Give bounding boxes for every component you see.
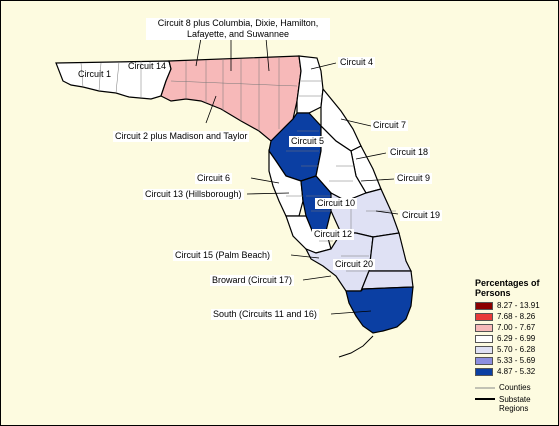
legend-swatch	[475, 301, 493, 310]
legend-substate-label: Substate Regions	[499, 395, 531, 413]
label-circuit-18: Circuit 18	[388, 147, 431, 158]
legend-swatch	[475, 323, 493, 332]
legend-class-label: 7.68 - 8.26	[497, 312, 536, 321]
label-circuit-13: Circuit 13 (Hillsborough)	[143, 189, 244, 200]
legend-class-label: 5.70 - 6.28	[497, 345, 536, 354]
label-circuit-14: Circuit 14	[128, 61, 167, 71]
label-circuit-17: Broward (Circuit 17)	[210, 275, 295, 286]
legend-swatch	[475, 356, 493, 365]
legend-class-label: 8.27 - 13.91	[497, 301, 540, 310]
legend-class-row: 6.29 - 6.99	[475, 333, 558, 344]
label-circuit-11-16: South (Circuits 11 and 16)	[211, 309, 319, 320]
label-circuit-5: Circuit 5	[289, 136, 327, 147]
label-circuit-6: Circuit 6	[195, 173, 233, 184]
legend-class-label: 5.33 - 5.69	[497, 356, 536, 365]
label-circuit-9: Circuit 9	[395, 173, 433, 184]
florida-keys	[338, 335, 374, 358]
legend-class-row: 8.27 - 13.91	[475, 300, 558, 311]
legend-class-label: 7.00 - 7.67	[497, 323, 536, 332]
legend-class-row: 7.00 - 7.67	[475, 322, 558, 333]
legend-swatch	[475, 312, 493, 321]
legend-counties: Counties	[475, 383, 558, 392]
map-legend: Percentages of Persons 8.27 - 13.91 7.68 …	[475, 278, 558, 413]
legend-class-row: 7.68 - 8.26	[475, 311, 558, 322]
label-circuit-19: Circuit 19	[400, 210, 443, 221]
legend-swatch	[475, 334, 493, 343]
legend-class-row: 5.33 - 5.69	[475, 355, 558, 366]
label-circuit-1: Circuit 1	[78, 69, 112, 79]
legend-class-row: 4.87 - 5.32	[475, 366, 558, 377]
legend-class-label: 4.87 - 5.32	[497, 367, 536, 376]
legend-swatch	[475, 345, 493, 354]
label-circuit-15: Circuit 15 (Palm Beach)	[173, 250, 273, 261]
legend-class-row: 5.70 - 6.28	[475, 344, 558, 355]
label-circuit-4: Circuit 4	[338, 57, 376, 68]
county-lines	[80, 57, 396, 272]
legend-class-label: 6.29 - 6.99	[497, 334, 536, 343]
region-circuit-11-16	[345, 286, 414, 334]
legend-title: Percentages of Persons	[475, 278, 540, 298]
label-circuit-20: Circuit 20	[333, 259, 376, 270]
legend-counties-label: Counties	[499, 383, 531, 392]
leader-lines	[195, 37, 399, 315]
label-circuit-7: Circuit 7	[371, 120, 409, 131]
label-circuit-2: Circuit 2 plus Madison and Taylor	[113, 131, 250, 142]
label-circuit-10: Circuit 10	[315, 198, 358, 209]
legend-swatch	[475, 367, 493, 376]
region-circuit-4	[296, 55, 324, 114]
legend-classes: 8.27 - 13.91 7.68 - 8.26 7.00 - 7.67 6.29 -…	[475, 300, 558, 377]
legend-substate: Substate Regions	[475, 395, 558, 413]
label-circuit-12: Circuit 12	[312, 229, 355, 240]
region-circuit-15	[368, 232, 412, 272]
label-circuit-8: Circuit 8 plus Columbia, Dixie, Hamilton…	[146, 18, 330, 40]
region-circuit-12	[285, 215, 332, 254]
